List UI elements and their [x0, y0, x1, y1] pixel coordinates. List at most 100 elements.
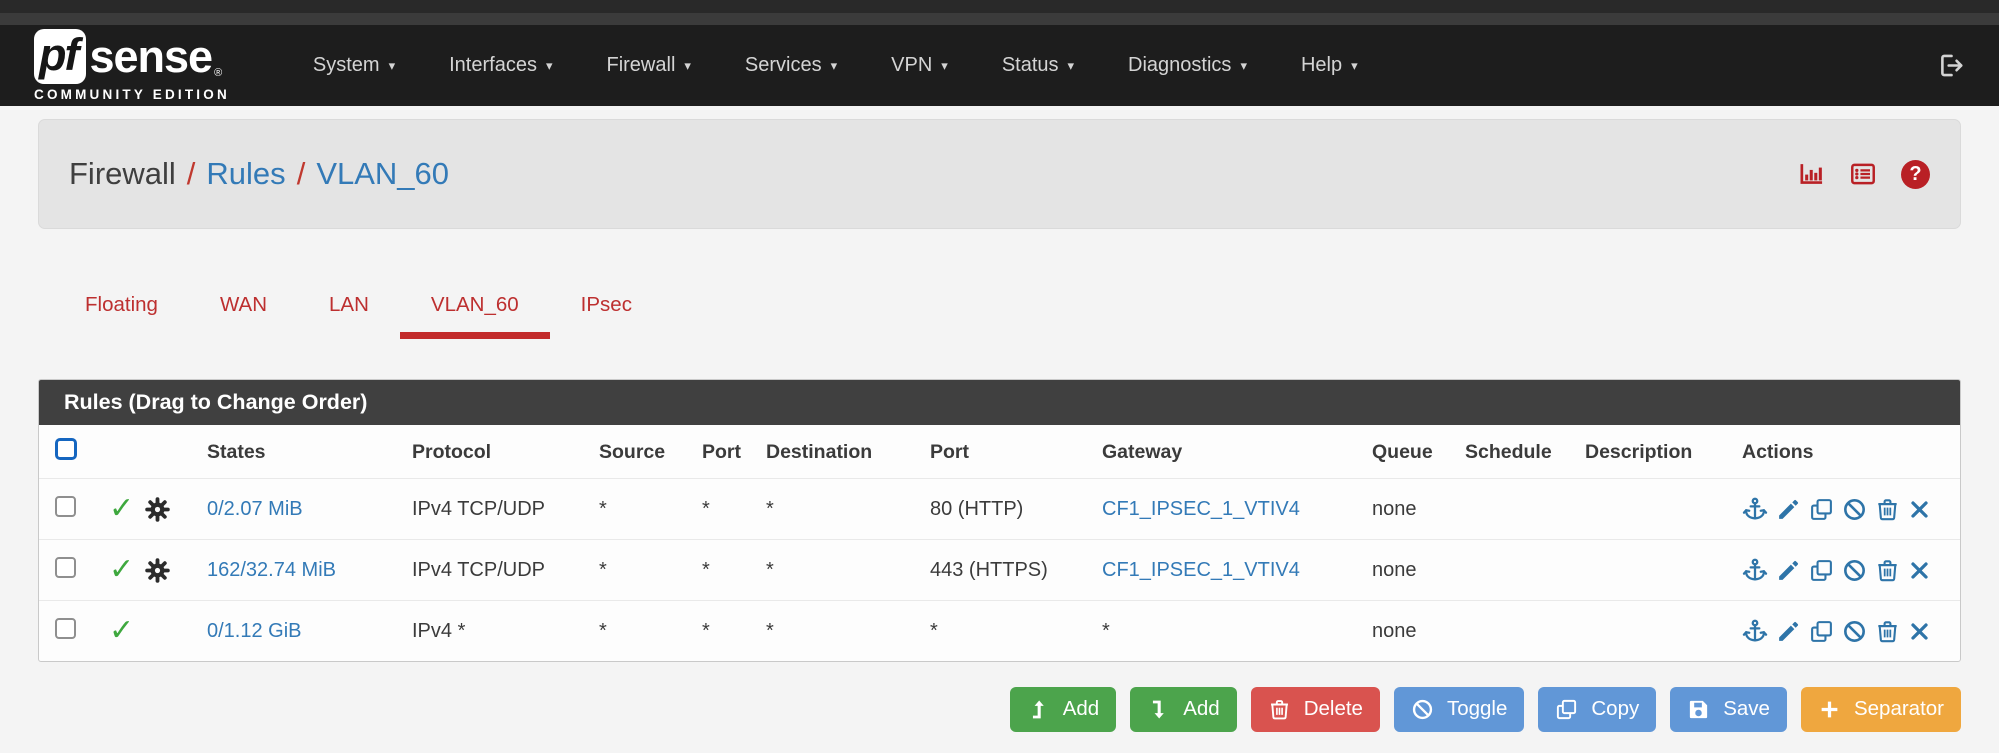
logo-pf-mark: pf — [34, 29, 87, 84]
rule-row: ✓ 0/2.07 MiB IPv4 TCP/UDP * * * 80 (HTTP… — [39, 478, 1960, 540]
separator-button[interactable]: Separator — [1800, 687, 1961, 732]
nav-item-services[interactable]: Services ▾ — [744, 54, 838, 76]
tab-floating[interactable]: Floating — [85, 293, 158, 316]
x-icon[interactable] — [1908, 498, 1931, 521]
dest-port-cell: 443 (HTTPS) — [930, 558, 1048, 581]
tab-wan[interactable]: WAN — [219, 293, 268, 316]
col-queue: Queue — [1372, 440, 1433, 463]
panel-title: Rules (Drag to Change Order) — [39, 380, 1960, 425]
dest-port-cell: 80 (HTTP) — [930, 497, 1024, 520]
main-navbar: pf sense ® COMMUNITY EDITION System ▾ Int… — [0, 25, 1999, 106]
gateway-cell: * — [1102, 619, 1110, 642]
states-link[interactable]: 162/32.74 MiB — [207, 558, 336, 581]
ban-icon[interactable] — [1842, 619, 1867, 644]
rules-action-buttons: Add Add Delete Toggle Copy Save Separato… — [38, 687, 1961, 732]
states-link[interactable]: 0/2.07 MiB — [207, 497, 303, 520]
states-link[interactable]: 0/1.12 GiB — [207, 619, 302, 642]
help-icon[interactable]: ? — [1901, 159, 1930, 189]
col-actions: Actions — [1742, 440, 1814, 463]
add-rule-top-button[interactable]: Add — [1009, 687, 1117, 732]
description-cell — [1577, 479, 1734, 540]
caret-down-icon: ▾ — [1240, 58, 1247, 73]
nav-item-interfaces[interactable]: Interfaces ▾ — [449, 54, 553, 76]
nav-item-diagnostics[interactable]: Diagnostics ▾ — [1128, 54, 1247, 76]
col-destination: Destination — [766, 440, 873, 463]
queue-cell: none — [1372, 497, 1417, 520]
copy-icon[interactable] — [1809, 619, 1834, 644]
pfsense-logo[interactable]: pf sense ® COMMUNITY EDITION — [34, 29, 230, 102]
x-icon[interactable] — [1908, 559, 1931, 582]
gateway-link[interactable]: CF1_IPSEC_1_VTIV4 — [1102, 558, 1300, 581]
destination-cell: * — [766, 558, 774, 581]
nav-item-vpn[interactable]: VPN ▾ — [891, 54, 948, 76]
x-icon[interactable] — [1908, 620, 1931, 643]
breadcrumb-rules-link[interactable]: Rules — [206, 156, 286, 191]
ban-icon — [1411, 698, 1434, 721]
save-button[interactable]: Save — [1670, 687, 1787, 732]
add-rule-bottom-button[interactable]: Add — [1130, 687, 1237, 732]
pencil-icon[interactable] — [1776, 558, 1801, 583]
pencil-icon[interactable] — [1776, 497, 1801, 522]
pass-check-icon: ✓ — [109, 614, 135, 647]
description-cell — [1577, 540, 1734, 601]
anchor-icon[interactable] — [1742, 557, 1768, 583]
logo-sense-text: sense — [89, 30, 213, 82]
nav-item-system[interactable]: System ▾ — [312, 54, 396, 76]
col-description: Description — [1585, 440, 1693, 463]
nav-item-firewall[interactable]: Firewall ▾ — [606, 54, 691, 76]
log-list-icon[interactable] — [1849, 160, 1877, 188]
copy-icon[interactable] — [1809, 558, 1834, 583]
select-all-checkbox[interactable] — [55, 438, 77, 460]
anchor-icon[interactable] — [1742, 496, 1768, 522]
tab-lan[interactable]: LAN — [329, 293, 369, 316]
col-source: Source — [599, 440, 666, 463]
level-up-icon — [1027, 698, 1050, 721]
schedule-cell — [1457, 601, 1577, 662]
dest-port-cell: * — [930, 619, 938, 642]
schedule-cell — [1457, 479, 1577, 540]
caret-down-icon: ▾ — [1351, 58, 1358, 73]
pass-check-icon: ✓ — [109, 553, 135, 586]
tab-ipsec[interactable]: IPsec — [580, 293, 632, 316]
toggle-button[interactable]: Toggle — [1393, 687, 1525, 732]
gear-icon — [144, 557, 171, 584]
gateway-link[interactable]: CF1_IPSEC_1_VTIV4 — [1102, 497, 1300, 520]
table-header-row: States Protocol Source Port Destination … — [39, 425, 1960, 479]
tab-vlan60[interactable]: VLAN_60 — [399, 279, 550, 339]
copy-button[interactable]: Copy — [1538, 687, 1657, 732]
source-port-cell: * — [702, 497, 710, 520]
caret-down-icon: ▾ — [545, 58, 553, 73]
copy-icon — [1555, 698, 1578, 721]
ban-icon[interactable] — [1842, 558, 1867, 583]
trash-icon[interactable] — [1875, 558, 1900, 583]
breadcrumb-vlan60-link[interactable]: VLAN_60 — [316, 156, 450, 191]
trash-icon[interactable] — [1875, 619, 1900, 644]
col-source-port: Port — [702, 440, 741, 463]
nav-item-status[interactable]: Status ▾ — [1001, 54, 1075, 76]
bar-chart-icon[interactable] — [1797, 160, 1825, 188]
protocol-cell: IPv4 * — [412, 619, 466, 642]
plus-icon — [1818, 698, 1841, 721]
floppy-icon — [1687, 698, 1710, 721]
window-top-strip-light — [0, 13, 1999, 25]
trash-icon[interactable] — [1875, 497, 1900, 522]
trash-icon — [1268, 698, 1291, 721]
logo-edition-text: COMMUNITY EDITION — [34, 87, 230, 102]
queue-cell: none — [1372, 558, 1417, 581]
row-checkbox[interactable] — [55, 495, 76, 517]
caret-down-icon: ▾ — [388, 58, 396, 73]
row-checkbox[interactable] — [55, 617, 76, 639]
source-cell: * — [599, 619, 607, 642]
destination-cell: * — [766, 619, 774, 642]
sign-out-icon[interactable] — [1938, 52, 1965, 79]
nav-item-help[interactable]: Help ▾ — [1300, 54, 1358, 76]
main-nav-menu: System ▾ Interfaces ▾ Firewall ▾ Services ▾ … — [286, 42, 1385, 89]
row-checkbox[interactable] — [55, 556, 76, 578]
description-cell — [1577, 601, 1734, 662]
logo-registered-mark: ® — [214, 67, 223, 79]
anchor-icon[interactable] — [1742, 618, 1768, 644]
delete-button[interactable]: Delete — [1250, 687, 1380, 732]
copy-icon[interactable] — [1809, 497, 1834, 522]
ban-icon[interactable] — [1842, 497, 1867, 522]
pencil-icon[interactable] — [1776, 619, 1801, 644]
